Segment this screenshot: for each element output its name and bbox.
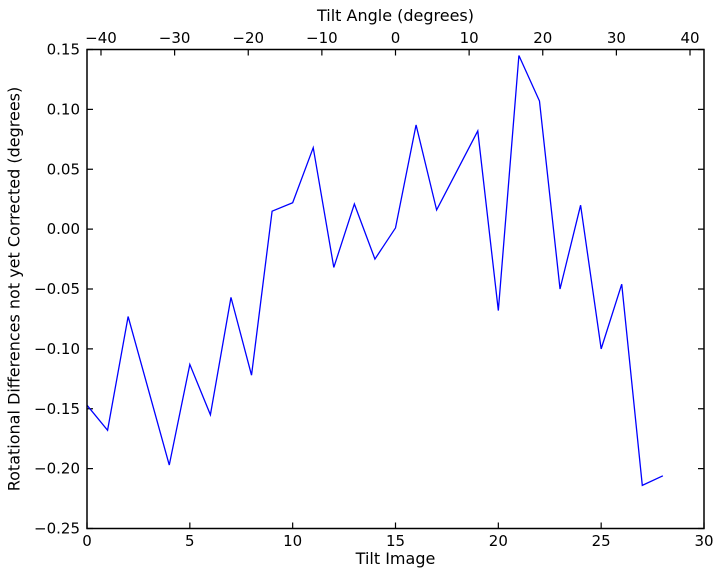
top-axis-tick-label: −40: [85, 29, 117, 47]
x-axis-tick-label: 15: [386, 532, 405, 550]
y-axis-tick-label: −0.20: [34, 460, 80, 478]
x-axis-label: Tilt Image: [355, 549, 436, 568]
top-axis-tick-label: 40: [680, 29, 699, 47]
x-axis-tick-label: 25: [592, 532, 611, 550]
top-axis-tick-label: −10: [306, 29, 338, 47]
x-axis-tick-label: 5: [185, 532, 195, 550]
top-axis-tick-label: −20: [232, 29, 264, 47]
x-axis-tick-label: 30: [694, 532, 713, 550]
y-axis-tick-label: −0.15: [34, 400, 80, 418]
y-axis-tick-label: −0.25: [34, 520, 80, 538]
y-axis-tick-label: 0.10: [47, 100, 80, 118]
y-axis-tick-label: −0.05: [34, 280, 80, 298]
y-axis-tick-label: −0.10: [34, 340, 80, 358]
y-axis-tick-label: 0.05: [47, 160, 80, 178]
top-axis-tick-label: 20: [533, 29, 552, 47]
plot-border: [86, 48, 705, 530]
data-line-rotational-differences: [86, 55, 664, 487]
top-axis-tick-label: −30: [159, 29, 191, 47]
top-axis-tick-label: 0: [391, 29, 401, 47]
y-axis-tick-label: 0.00: [47, 220, 80, 238]
x-axis-tick-label: 0: [82, 532, 92, 550]
x-axis-tick-label: 10: [283, 532, 302, 550]
top-axis-title: Tilt Angle (degrees): [316, 6, 475, 25]
x-axis-tick-label: 20: [489, 532, 508, 550]
top-axis-tick-label: 10: [460, 29, 479, 47]
y-axis-tick-label: 0.15: [47, 41, 80, 59]
top-axis-tick-label: 30: [607, 29, 626, 47]
